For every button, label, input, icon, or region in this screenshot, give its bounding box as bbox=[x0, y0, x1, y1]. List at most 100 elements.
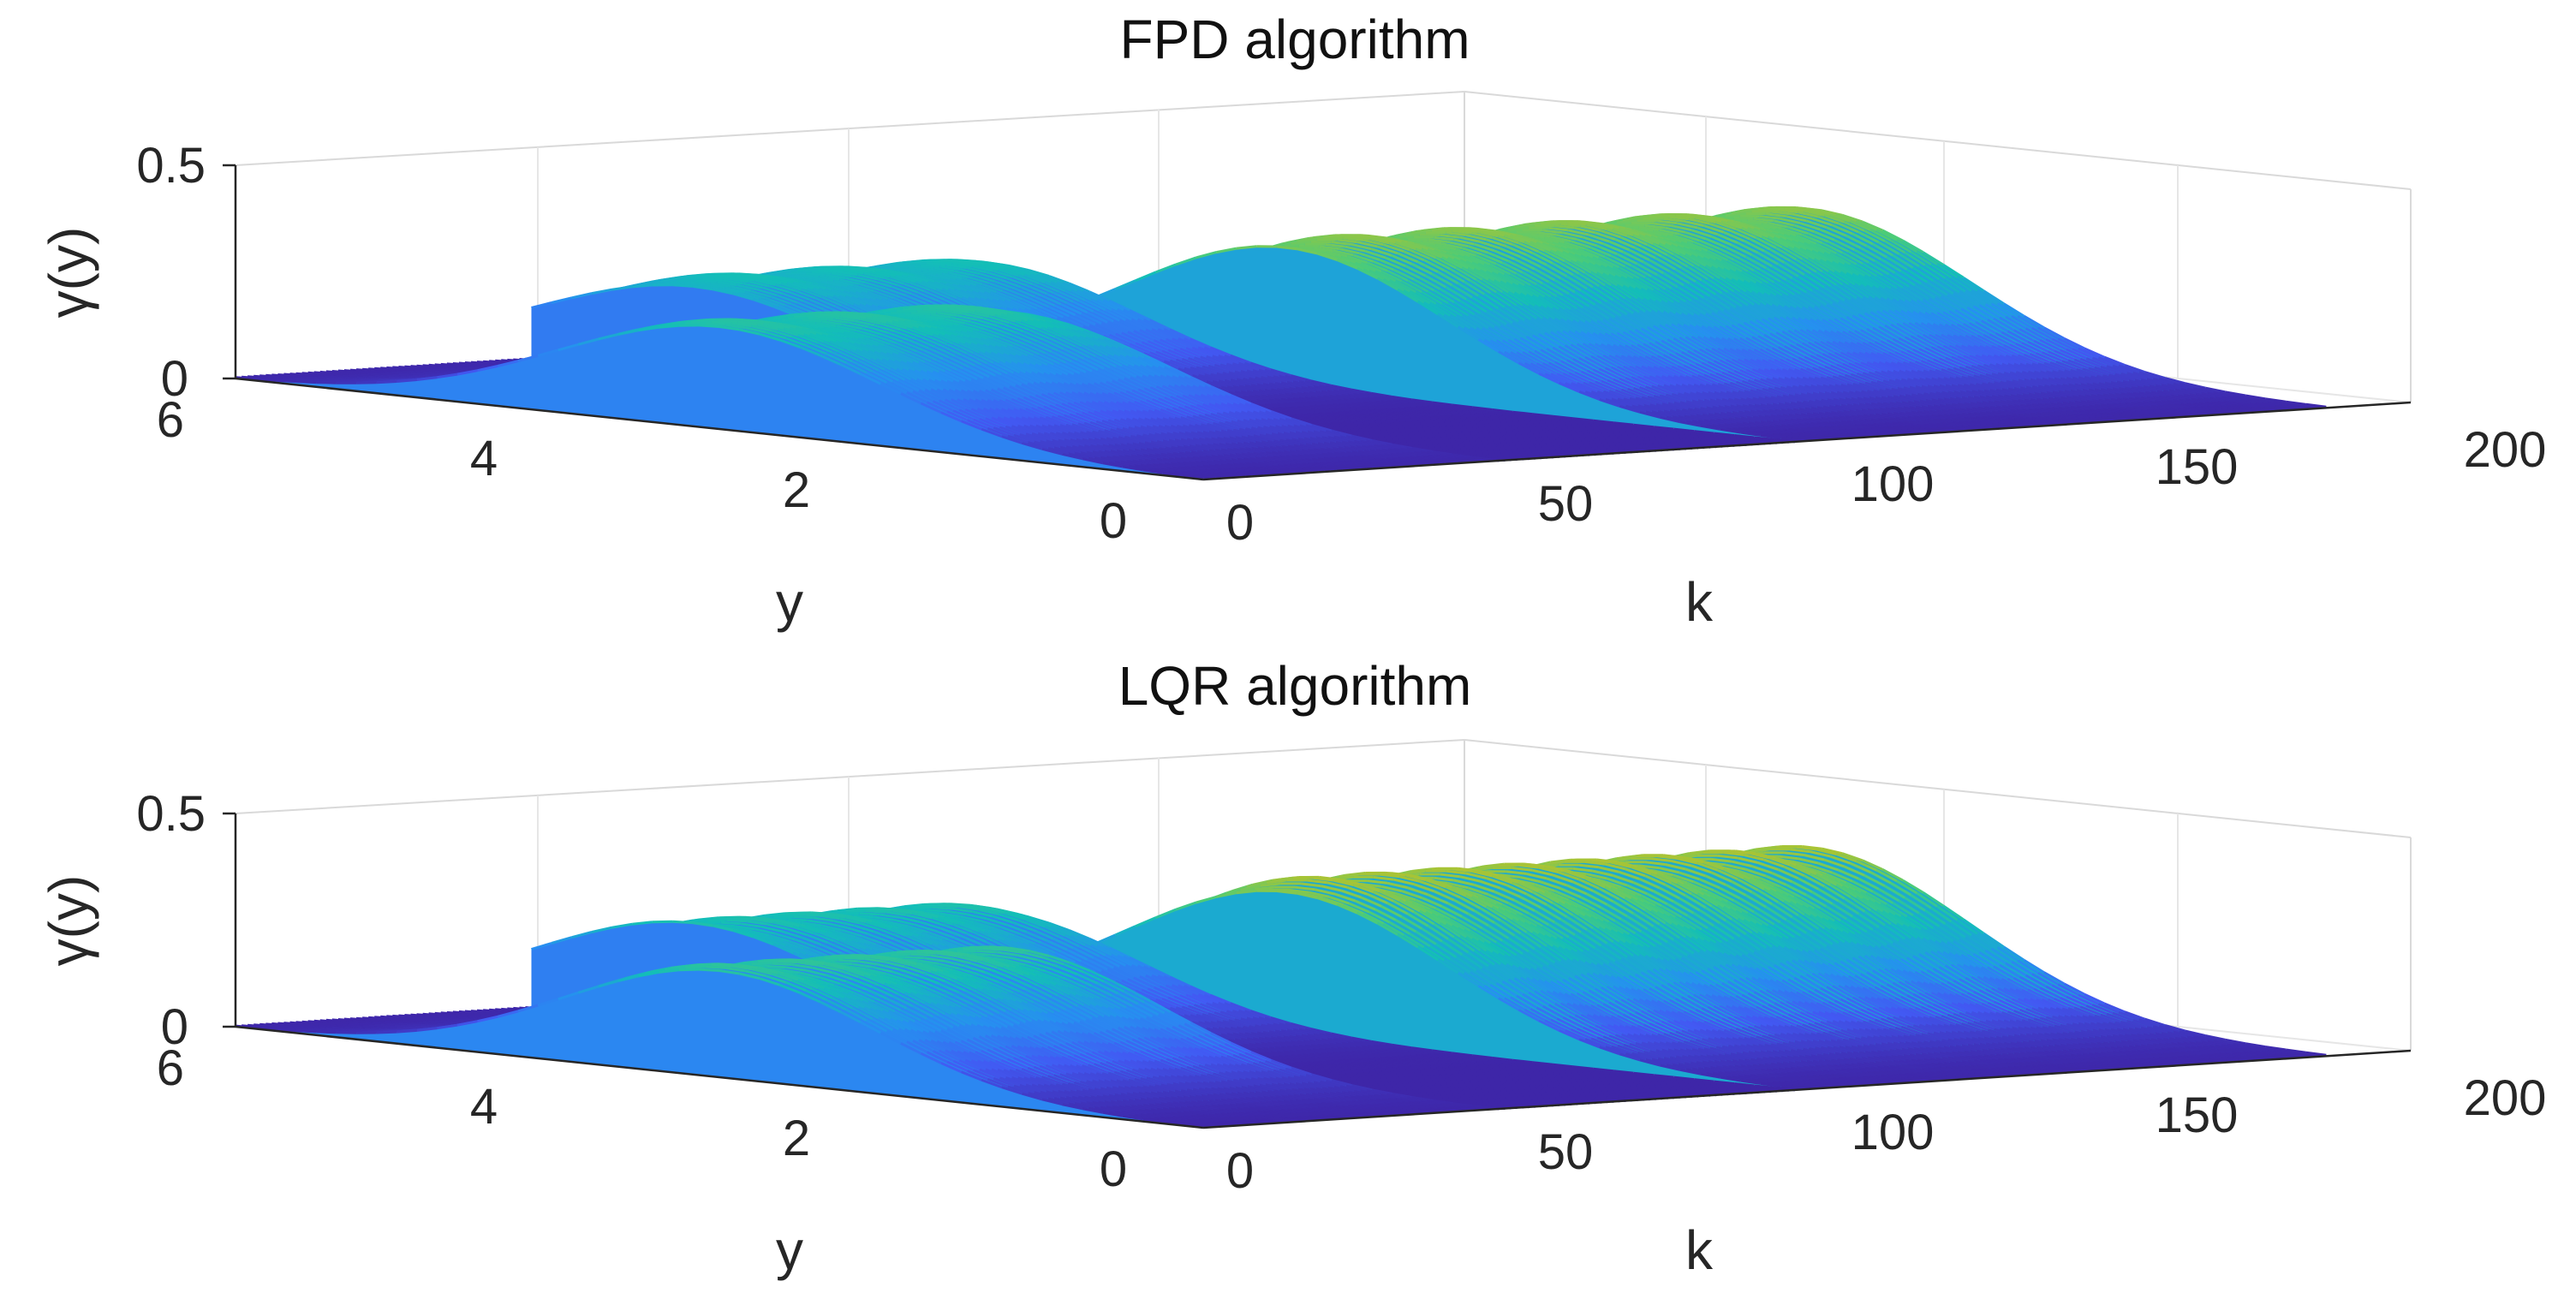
surface-mesh-line bbox=[2021, 370, 2043, 380]
surface-mesh-line bbox=[2146, 378, 2168, 386]
surface-mesh-line bbox=[2185, 398, 2206, 404]
surface-mesh-line bbox=[2154, 384, 2176, 391]
surface-mesh-line bbox=[2042, 377, 2063, 386]
surface-mesh-line bbox=[1966, 344, 1989, 357]
surface-mesh-line bbox=[2150, 390, 2172, 397]
surface-mesh-line bbox=[2045, 370, 2067, 379]
surface-mesh-line bbox=[1874, 259, 1896, 274]
surface-mesh-line bbox=[2106, 365, 2127, 375]
surface-mesh-line bbox=[1805, 219, 1828, 229]
surface-mesh-line bbox=[1793, 223, 1815, 234]
surface-mesh-line bbox=[1977, 334, 1999, 347]
surface-mesh-line bbox=[1938, 277, 1960, 294]
surface-mesh-line bbox=[1840, 236, 1862, 249]
surface-mesh-line bbox=[2057, 369, 2079, 379]
surface-mesh-line bbox=[2090, 375, 2111, 384]
surface-mesh-line bbox=[2100, 365, 2121, 375]
surface-mesh-line bbox=[2072, 348, 2093, 360]
surface-mesh-line bbox=[2001, 362, 2023, 373]
surface-mesh-line bbox=[1799, 222, 1821, 231]
surface-mesh-line bbox=[2140, 378, 2162, 386]
surface-mesh-line bbox=[1798, 211, 1819, 218]
surface-mesh-line bbox=[1959, 334, 1981, 348]
surface-mesh-line bbox=[1863, 229, 1886, 242]
surface-mesh-line bbox=[2069, 368, 2091, 378]
surface-mesh-line bbox=[1917, 265, 1941, 281]
surface-mesh-line bbox=[2018, 328, 2041, 342]
surface-mesh-line bbox=[1799, 247, 1822, 261]
surface-mesh-line bbox=[1944, 277, 1966, 293]
surface-mesh-line bbox=[1918, 311, 1941, 325]
surface-mesh-line bbox=[2144, 371, 2166, 380]
surface-mesh-line bbox=[1916, 250, 1938, 265]
surface-mesh-line bbox=[1774, 219, 1795, 227]
surface-mesh-line bbox=[1847, 250, 1869, 264]
surface-mesh-line bbox=[1887, 273, 1910, 288]
surface-mesh-line bbox=[2134, 396, 2156, 403]
surface-mesh-line bbox=[2132, 391, 2154, 399]
surface-mesh-line bbox=[1777, 208, 1798, 214]
surface-mesh-line bbox=[1841, 213, 1863, 223]
surface-mesh-line bbox=[2195, 392, 2216, 399]
surface-mesh-line bbox=[1829, 213, 1852, 223]
surface-mesh-line bbox=[1850, 220, 1871, 232]
surface-mesh-line bbox=[1977, 289, 1999, 305]
surface-mesh-line bbox=[2013, 362, 2035, 373]
surface-mesh-line bbox=[1922, 299, 1944, 313]
surface-mesh-line bbox=[2072, 376, 2093, 385]
surface-mesh-line bbox=[1912, 310, 1935, 325]
surface-mesh-line bbox=[2096, 374, 2118, 384]
surface-mesh-line bbox=[1805, 248, 1828, 263]
surface-mesh-line bbox=[2170, 394, 2191, 401]
surface-mesh-line bbox=[1900, 309, 1923, 325]
surface-mesh-line bbox=[1844, 221, 1865, 232]
surface-mesh-line bbox=[1865, 284, 1888, 301]
surface-mesh-line bbox=[2027, 370, 2049, 380]
surface-mesh-line bbox=[2186, 387, 2208, 395]
surface-mesh-line bbox=[2039, 370, 2061, 380]
surface-mesh-line bbox=[1798, 241, 1819, 253]
surface-mesh-line bbox=[2078, 376, 2099, 385]
surface-mesh-line bbox=[2057, 337, 2079, 350]
surface-mesh-line bbox=[2103, 355, 2126, 366]
surface-mesh-line bbox=[1892, 253, 1914, 269]
surface-mesh-line bbox=[2160, 384, 2182, 391]
surface-mesh-line bbox=[2024, 327, 2047, 341]
surface-mesh-line bbox=[2055, 360, 2078, 371]
surface-mesh-line bbox=[1908, 285, 1930, 301]
surface-mesh-line bbox=[1785, 238, 1807, 251]
surface-mesh-line bbox=[1725, 212, 1746, 218]
surface-mesh-line bbox=[1991, 344, 2012, 357]
surface-mesh-line bbox=[2201, 392, 2222, 399]
surface-mesh-line bbox=[1795, 234, 1817, 245]
surface-mesh-line bbox=[1984, 303, 2007, 319]
surface-mesh-line bbox=[2085, 357, 2108, 367]
surface-mesh-line bbox=[2033, 339, 2055, 352]
surface-mesh-line bbox=[2124, 386, 2145, 394]
surface-mesh-line bbox=[2102, 373, 2124, 383]
surface-mesh-line bbox=[2023, 314, 2045, 329]
surface-mesh-line bbox=[1981, 354, 2003, 366]
surface-mesh-line bbox=[1838, 222, 1859, 234]
surface-mesh-line bbox=[1975, 320, 1997, 335]
surface-mesh-line bbox=[1840, 271, 1862, 287]
surface-mesh-line bbox=[1875, 229, 1898, 241]
surface-mesh-line bbox=[1813, 230, 1835, 241]
surface-mesh-line bbox=[1862, 220, 1883, 232]
surface-mesh-line bbox=[1811, 249, 1834, 264]
surface-mesh-line bbox=[2066, 348, 2087, 360]
surface-mesh-line bbox=[1844, 262, 1866, 277]
surface-mesh-line bbox=[1905, 268, 1929, 283]
surface-mesh-line bbox=[1792, 212, 1813, 220]
surface-mesh-line bbox=[2192, 387, 2214, 395]
surface-mesh-line bbox=[2108, 393, 2130, 400]
surface-mesh-line bbox=[1914, 283, 1936, 300]
surface-mesh-line bbox=[2061, 360, 2084, 370]
surface-mesh-line bbox=[1819, 228, 1841, 240]
surface-mesh-line bbox=[1881, 274, 1904, 289]
surface-mesh-line bbox=[2029, 352, 2051, 364]
surface-mesh-line bbox=[1834, 238, 1856, 252]
surface-mesh-line bbox=[2021, 341, 2043, 354]
surface-mesh-line bbox=[2094, 388, 2115, 396]
surface-mesh-line bbox=[1877, 241, 1900, 255]
